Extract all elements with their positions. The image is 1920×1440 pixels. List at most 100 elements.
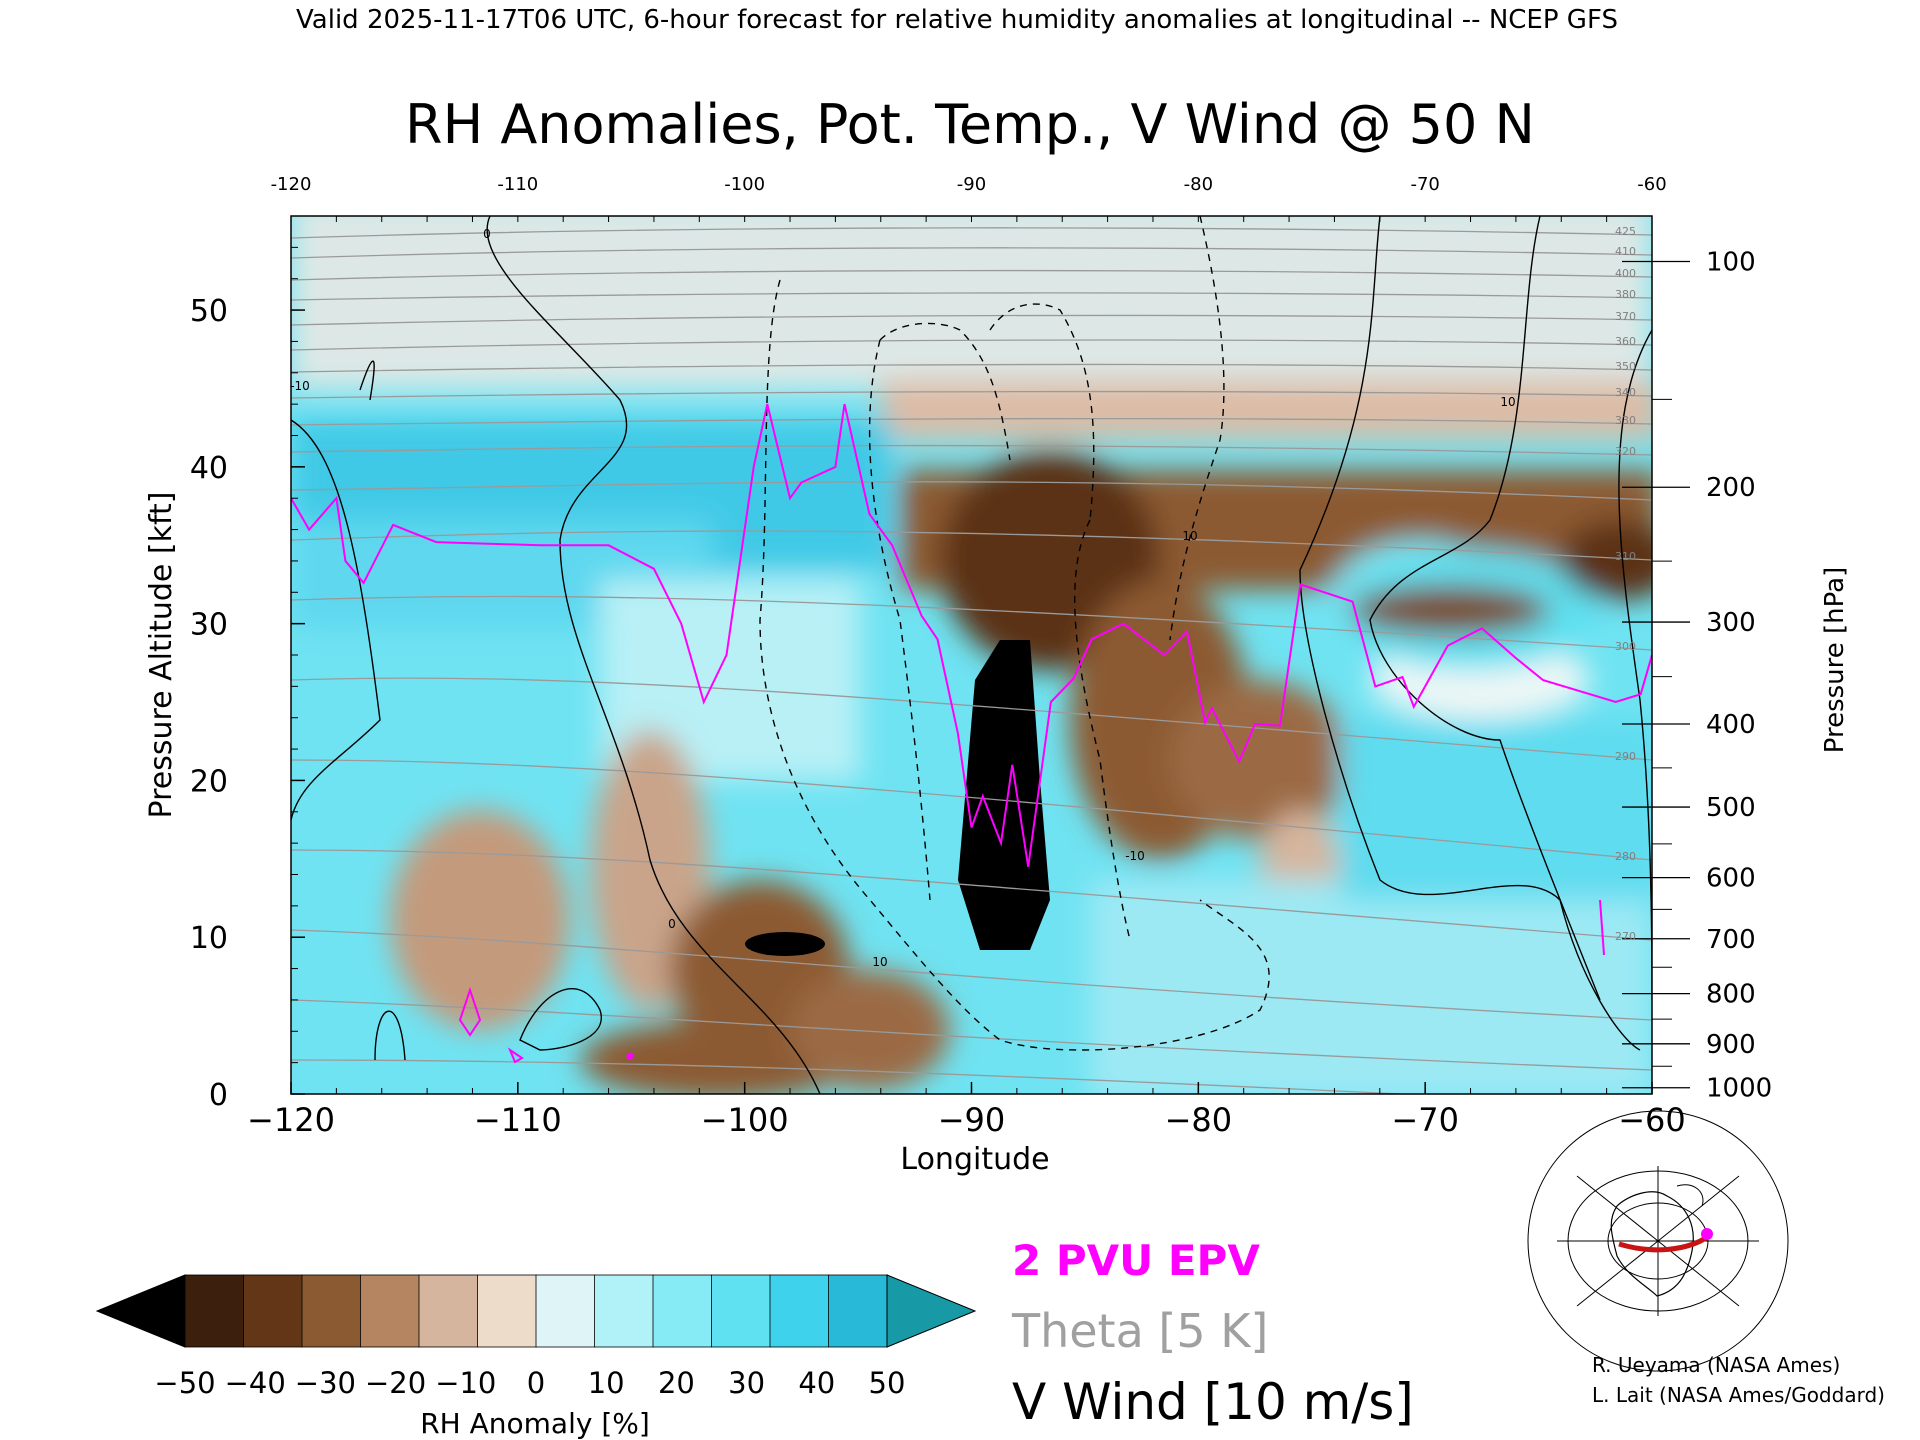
y-axis: 0 10 20 30 40 50	[190, 215, 305, 1113]
header-text: Valid 2025-11-17T06 UTC, 6-hour forecast…	[296, 5, 1618, 35]
y-tick-label: 0	[209, 1078, 228, 1113]
pressure-tick-label: 600	[1706, 864, 1756, 894]
wind-contour-label: 10	[1182, 529, 1197, 543]
credit-lait: L. Lait (NASA Ames/Goddard)	[1592, 1383, 1885, 1407]
x-tick-label: −120	[247, 1101, 335, 1139]
top-tick-label: -60	[1637, 174, 1666, 195]
top-tick-label: -110	[497, 174, 538, 195]
locator-map	[1527, 1110, 1789, 1372]
wind-contour-label: -10	[1125, 849, 1145, 863]
pressure-tick-label: 1000	[1706, 1074, 1772, 1104]
legend-entry: Theta [5 K]	[1011, 1304, 1268, 1358]
theta-contour-labels: 425 410 400 380 370 360 350 340 330 320 310 300 290 2…	[290, 225, 1636, 969]
colorbar-tick-label: 30	[728, 1366, 765, 1400]
y-tick-label: 50	[190, 294, 228, 329]
top-tick-label: -90	[957, 174, 986, 195]
colorbar-tick-label: −20	[365, 1366, 426, 1400]
epv-small-features	[458, 899, 1605, 1064]
colorbar-segment	[477, 1274, 537, 1348]
theta-contour-label: 350	[1615, 360, 1636, 373]
y-tick-label: 40	[190, 451, 228, 486]
theta-contour-label: 280	[1615, 850, 1636, 863]
x-tick-label: −70	[1391, 1101, 1459, 1139]
theta-contour-label: 320	[1615, 445, 1636, 458]
credit-ueyama: R. Ueyama (NASA Ames)	[1592, 1353, 1840, 1377]
theta-contour-label: 310	[1615, 550, 1636, 563]
legend-entry: V Wind [10 m/s]	[1012, 1373, 1414, 1431]
x-axis-label: Longitude	[900, 1142, 1049, 1177]
x-tick-label: −80	[1165, 1101, 1233, 1139]
top-tick-label: -80	[1184, 174, 1213, 195]
pressure-tick-label: 900	[1706, 1030, 1756, 1060]
colorbar-segment	[594, 1274, 654, 1348]
pressure-tick-label: 800	[1706, 980, 1756, 1010]
pressure-tick-label: 400	[1706, 710, 1756, 740]
theta-contour-label: 425	[1615, 225, 1636, 238]
colorbar-tick-label: −50	[154, 1366, 215, 1400]
legend: 2 PVU EPV Theta [5 K] V Wind [10 m/s]	[1011, 1236, 1414, 1431]
colorbar-segment	[360, 1274, 420, 1348]
colorbar-segment	[418, 1274, 479, 1348]
colorbar-segment	[652, 1274, 713, 1348]
colorbar-segment	[184, 1274, 245, 1348]
colorbar-tick-label: 50	[869, 1366, 906, 1400]
wind-contour-label: 10	[1500, 395, 1515, 409]
top-tick-label: -120	[271, 174, 312, 195]
colorbar-segment	[828, 1274, 888, 1348]
x-tick-label: −100	[701, 1101, 789, 1139]
colorbar-ticks: −50 −40 −30 −20 −10 0 10 20 30 40 50	[154, 1366, 905, 1400]
x-tick-label: −90	[938, 1101, 1006, 1139]
v-wind-contours	[291, 216, 1652, 1094]
theta-contour-label: 340	[1615, 386, 1636, 399]
theta-contour-label: 410	[1615, 245, 1636, 258]
wind-contour-label: 0	[668, 917, 676, 931]
theta-contour-label: 380	[1615, 288, 1636, 301]
pressure-tick-label: 300	[1706, 608, 1756, 638]
theta-contour-label: 360	[1615, 335, 1636, 348]
epv-2pvu-line	[291, 403, 1652, 867]
wind-contour-label: 0	[483, 227, 491, 241]
y-tick-label: 10	[190, 921, 228, 956]
colorbar-low-arrow	[95, 1274, 186, 1348]
colorbar-segment	[301, 1274, 362, 1348]
pressure-tick-label: 500	[1706, 793, 1756, 823]
theta-contours	[291, 227, 1652, 1094]
theta-contour-label: 330	[1615, 414, 1636, 427]
colorbar-segment	[711, 1274, 771, 1348]
top-axis: -120 -110 -100 -90 -80 -70 -60	[271, 174, 1667, 195]
theta-contour-label: 370	[1615, 310, 1636, 323]
x-tick-label: −110	[474, 1101, 562, 1139]
y-axis-label: Pressure Altitude [kft]	[144, 492, 179, 819]
colorbar-tick-label: −40	[225, 1366, 286, 1400]
x-tick-label: −60	[1618, 1101, 1686, 1139]
chart-title: RH Anomalies, Pot. Temp., V Wind @ 50 N	[405, 93, 1535, 156]
theta-contour-label: 270	[1615, 930, 1636, 943]
locator-section-line	[1618, 1233, 1711, 1253]
colorbar-segment	[243, 1274, 303, 1348]
theta-contour-label: 290	[1615, 750, 1636, 763]
locator-marker	[1701, 1228, 1713, 1240]
pressure-axis: 100 200 300 400 500 600 700 800 900 1000	[1622, 247, 1772, 1104]
top-tick-label: -70	[1410, 174, 1439, 195]
theta-contour-label: 400	[1615, 267, 1636, 280]
pressure-tick-label: 100	[1706, 247, 1756, 277]
wind-contour-label: 10	[872, 955, 887, 969]
x-axis: −120 −110 −100 −90 −80 −70 −60	[247, 216, 1686, 1139]
y-tick-label: 20	[190, 764, 228, 799]
colorbar-segment	[535, 1274, 596, 1348]
legend-entry: 2 PVU EPV	[1012, 1236, 1260, 1285]
colorbar-label: RH Anomaly [%]	[420, 1407, 650, 1440]
colorbar-tick-label: −10	[435, 1366, 496, 1400]
colorbar-tick-label: 20	[658, 1366, 695, 1400]
colorbar-segment	[769, 1274, 830, 1348]
pressure-tick-label: 700	[1706, 925, 1756, 955]
y-tick-label: 30	[190, 608, 228, 643]
colorbar-tick-label: 0	[527, 1366, 545, 1400]
colorbar	[95, 1274, 977, 1348]
colorbar-tick-label: 10	[588, 1366, 625, 1400]
pressure-axis-label: Pressure [hPa]	[1820, 567, 1850, 754]
wind-contour-label: -10	[290, 379, 310, 393]
colorbar-tick-label: −30	[295, 1366, 356, 1400]
top-tick-label: -100	[724, 174, 765, 195]
